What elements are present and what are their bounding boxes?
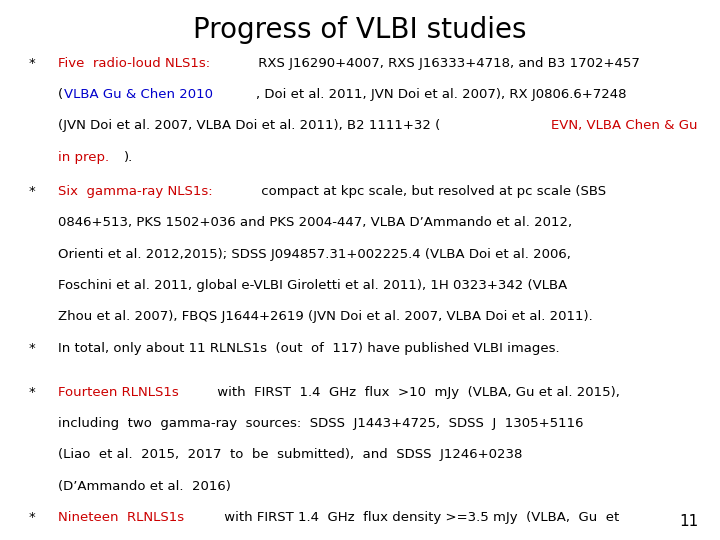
- Text: with FIRST 1.4  GHz  flux density >=3.5 mJy  (VLBA,  Gu  et: with FIRST 1.4 GHz flux density >=3.5 mJ…: [220, 511, 620, 524]
- Text: Fourteen RLNLS1s: Fourteen RLNLS1s: [58, 386, 179, 399]
- Text: *: *: [29, 57, 35, 70]
- Text: (Liao  et al.  2015,  2017  to  be  submitted),  and  SDSS  J1246+0238: (Liao et al. 2015, 2017 to be submitted)…: [58, 448, 522, 461]
- Text: ).: ).: [124, 151, 132, 164]
- Text: *: *: [29, 511, 35, 524]
- Text: Zhou et al. 2007), FBQS J1644+2619 (JVN Doi et al. 2007, VLBA Doi et al. 2011).: Zhou et al. 2007), FBQS J1644+2619 (JVN …: [58, 310, 593, 323]
- Text: Progress of VLBI studies: Progress of VLBI studies: [193, 16, 527, 44]
- Text: , Doi et al. 2011, JVN Doi et al. 2007), RX J0806.6+7248: , Doi et al. 2011, JVN Doi et al. 2007),…: [256, 88, 627, 101]
- Text: In total, only about 11 RLNLS1s  (out  of  117) have published VLBI images.: In total, only about 11 RLNLS1s (out of …: [58, 342, 559, 355]
- Text: *: *: [29, 185, 35, 198]
- Text: compact at kpc scale, but resolved at pc scale (SBS: compact at kpc scale, but resolved at pc…: [257, 185, 606, 198]
- Text: *: *: [29, 342, 35, 355]
- Text: with  FIRST  1.4  GHz  flux  >10  mJy  (VLBA, Gu et al. 2015),: with FIRST 1.4 GHz flux >10 mJy (VLBA, G…: [213, 386, 621, 399]
- Text: *: *: [29, 386, 35, 399]
- Text: Orienti et al. 2012,2015); SDSS J094857.31+002225.4 (VLBA Doi et al. 2006,: Orienti et al. 2012,2015); SDSS J094857.…: [58, 248, 570, 261]
- Text: RXS J16290+4007, RXS J16333+4718, and B3 1702+457: RXS J16290+4007, RXS J16333+4718, and B3…: [254, 57, 640, 70]
- Text: (JVN Doi et al. 2007, VLBA Doi et al. 2011), B2 1111+32 (: (JVN Doi et al. 2007, VLBA Doi et al. 20…: [58, 119, 440, 132]
- Text: VLBA Gu & Chen 2010: VLBA Gu & Chen 2010: [64, 88, 213, 101]
- Text: Nineteen  RLNLS1s: Nineteen RLNLS1s: [58, 511, 184, 524]
- Text: 0846+513, PKS 1502+036 and PKS 2004-447, VLBA D’Ammando et al. 2012,: 0846+513, PKS 1502+036 and PKS 2004-447,…: [58, 217, 572, 230]
- Text: EVN, VLBA Chen & Gu: EVN, VLBA Chen & Gu: [551, 119, 698, 132]
- Text: including  two  gamma-ray  sources:  SDSS  J1443+4725,  SDSS  J  1305+5116: including two gamma-ray sources: SDSS J1…: [58, 417, 583, 430]
- Text: (D’Ammando et al.  2016): (D’Ammando et al. 2016): [58, 480, 230, 492]
- Text: in prep.: in prep.: [58, 151, 109, 164]
- Text: Foschini et al. 2011, global e-VLBI Giroletti et al. 2011), 1H 0323+342 (VLBA: Foschini et al. 2011, global e-VLBI Giro…: [58, 279, 567, 292]
- Text: Six  gamma-ray NLS1s:: Six gamma-ray NLS1s:: [58, 185, 212, 198]
- Text: 11: 11: [679, 514, 698, 529]
- Text: Five  radio-loud NLS1s:: Five radio-loud NLS1s:: [58, 57, 210, 70]
- Text: (: (: [58, 88, 63, 101]
